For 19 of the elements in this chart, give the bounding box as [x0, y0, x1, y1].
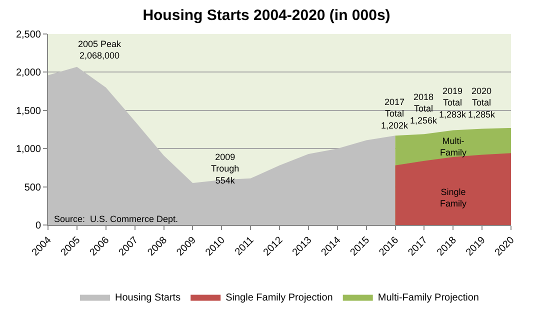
legend-label: Housing Starts	[115, 292, 181, 304]
y-tick-label: 1,500	[16, 106, 42, 117]
y-tick-label: 500	[24, 182, 42, 194]
annotation: 2020 Total 1,285k	[468, 86, 496, 120]
legend-label: Multi-Family Projection	[378, 292, 479, 304]
legend-label: Single Family Projection	[226, 292, 333, 304]
chart-title: Housing Starts 2004-2020 (in 000s)	[142, 7, 390, 24]
annotation: 2005 Peak 2,068,000	[78, 39, 122, 61]
annotation: 2017 Total 1,202k	[381, 97, 409, 130]
annotation: 2018 Total 1,256k	[410, 92, 438, 126]
annotation: 2009 Trough 554k	[211, 152, 240, 186]
y-tick-label: 0	[35, 220, 42, 232]
y-tick-label: 2,500	[16, 30, 42, 40]
annotation: Source: U.S. Commerce Dept.	[54, 214, 178, 224]
annotation: Single Family	[440, 187, 467, 209]
y-tick-label: 2,000	[16, 68, 42, 79]
y-tick-label: 1,000	[16, 144, 42, 156]
annotation: 2019 Total 1,283k	[439, 86, 467, 120]
annotation: Multi- Family	[440, 136, 467, 158]
